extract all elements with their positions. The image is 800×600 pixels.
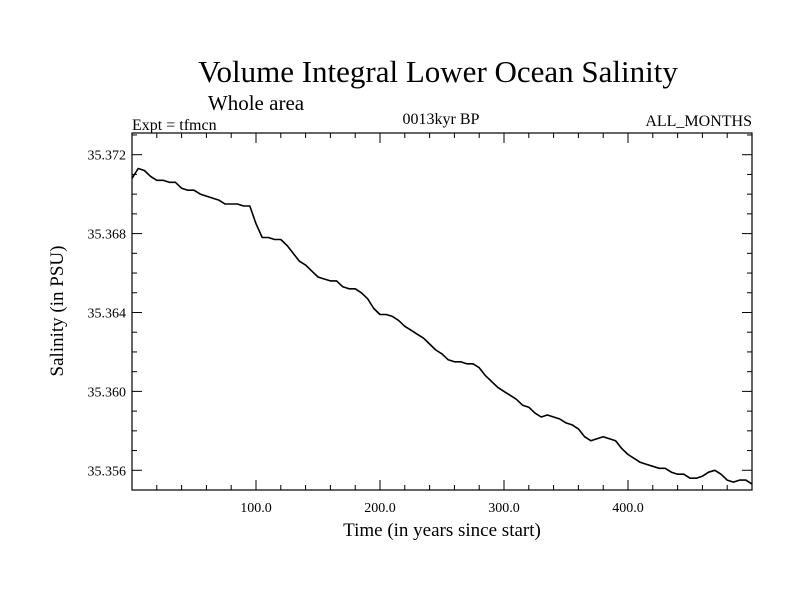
experiment-label: Expt = tfmcn [132,117,217,134]
y-tick-label: 35.368 [88,228,127,243]
y-tick-label: 35.372 [88,149,127,164]
x-tick-label: 400.0 [612,501,644,516]
x-tick-label: 200.0 [364,501,396,516]
y-axis-tick-labels: 35.356 35.360 35.364 35.368 35.372 [88,149,127,480]
x-axis-ticks [156,133,728,490]
x-axis-tick-labels: 100.0 200.0 300.0 400.0 [240,501,644,516]
y-axis-label: Salinity (in PSU) [47,246,68,377]
period-label: 0013kyr BP [403,111,480,128]
y-axis-ticks [132,134,752,471]
y-tick-label: 35.356 [88,464,127,479]
y-tick-label: 35.360 [88,385,127,400]
months-label: ALL_MONTHS [645,113,752,130]
series-line-0 [131,167,753,485]
chart-subtitle: Whole area [208,91,305,115]
chart-title: Volume Integral Lower Ocean Salinity [198,54,678,89]
y-tick-label: 35.364 [88,306,127,321]
x-tick-label: 300.0 [488,501,520,516]
x-axis-label: Time (in years since start) [343,520,541,541]
plot-frame [131,132,753,491]
series-layer [131,167,753,485]
x-tick-label: 100.0 [240,501,272,516]
